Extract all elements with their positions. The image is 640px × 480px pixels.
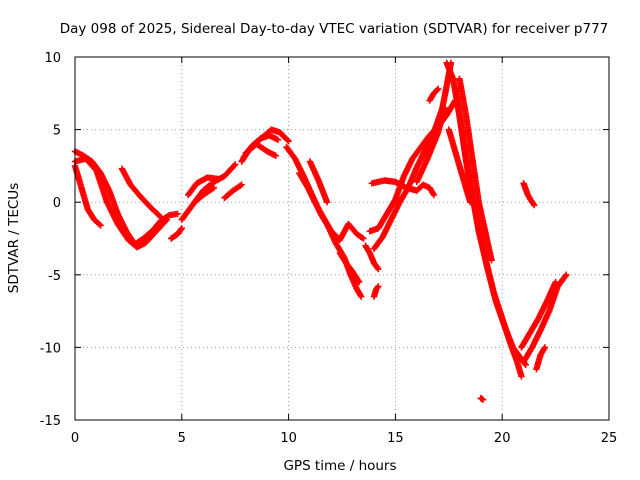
data-point: [162, 217, 169, 224]
plot-frame: [74, 56, 610, 421]
data-point: [156, 212, 163, 219]
data-point: [238, 181, 245, 188]
chart-title: Day 098 of 2025, Sidereal Day-to-day VTE…: [60, 21, 609, 37]
x-axis-label: GPS time / hours: [283, 458, 396, 474]
data-point: [488, 257, 495, 264]
y-tick-label: 10: [44, 51, 61, 66]
x-tick-label: 10: [280, 431, 297, 446]
y-tick-label: -10: [40, 341, 61, 356]
y-tick-label: 5: [53, 124, 61, 139]
data-point: [358, 293, 365, 300]
data-point: [177, 226, 185, 233]
data-point: [323, 199, 331, 206]
data-point: [210, 184, 218, 191]
data-point: [562, 272, 569, 280]
x-tick-label: 20: [494, 431, 511, 446]
data-point: [360, 235, 367, 242]
data-point: [232, 161, 239, 168]
data-point: [163, 216, 171, 223]
data-point: [375, 283, 382, 290]
y-tick-label: -5: [48, 269, 61, 284]
data-point: [157, 213, 164, 220]
data-point: [230, 162, 238, 169]
data-point: [552, 278, 559, 286]
data-point: [96, 221, 103, 228]
data-point: [441, 104, 448, 112]
data-point: [374, 264, 381, 272]
data-point: [284, 136, 291, 144]
x-tick-label: 5: [178, 431, 186, 446]
data-point: [355, 278, 363, 286]
data-point: [355, 277, 362, 284]
data-point: [479, 396, 487, 403]
data-point: [430, 191, 438, 199]
data-point: [375, 265, 382, 273]
data-point: [531, 201, 538, 209]
data-points: [71, 59, 570, 403]
data-point: [518, 373, 525, 380]
data-point: [272, 152, 279, 159]
data-point: [466, 199, 474, 206]
axis-ticks: 0 5 10 15 20 25 -15 -10 -5 0 5 10: [40, 51, 618, 446]
data-point: [274, 136, 282, 143]
y-tick-label: -15: [40, 414, 61, 429]
y-tick-label: 0: [53, 196, 61, 211]
data-point: [97, 222, 104, 229]
data-point: [358, 234, 366, 241]
x-tick-label: 15: [387, 431, 404, 446]
data-point: [433, 86, 441, 94]
y-axis-label: SDTVAR / TECUs: [6, 183, 22, 293]
data-point: [541, 344, 549, 351]
data-point: [214, 175, 222, 183]
x-tick-label: 0: [71, 431, 79, 446]
x-tick-label: 25: [601, 431, 618, 446]
data-point: [285, 138, 292, 145]
data-point: [174, 210, 181, 218]
data-point: [563, 271, 570, 278]
data-point: [434, 85, 442, 93]
data-point: [178, 225, 185, 232]
